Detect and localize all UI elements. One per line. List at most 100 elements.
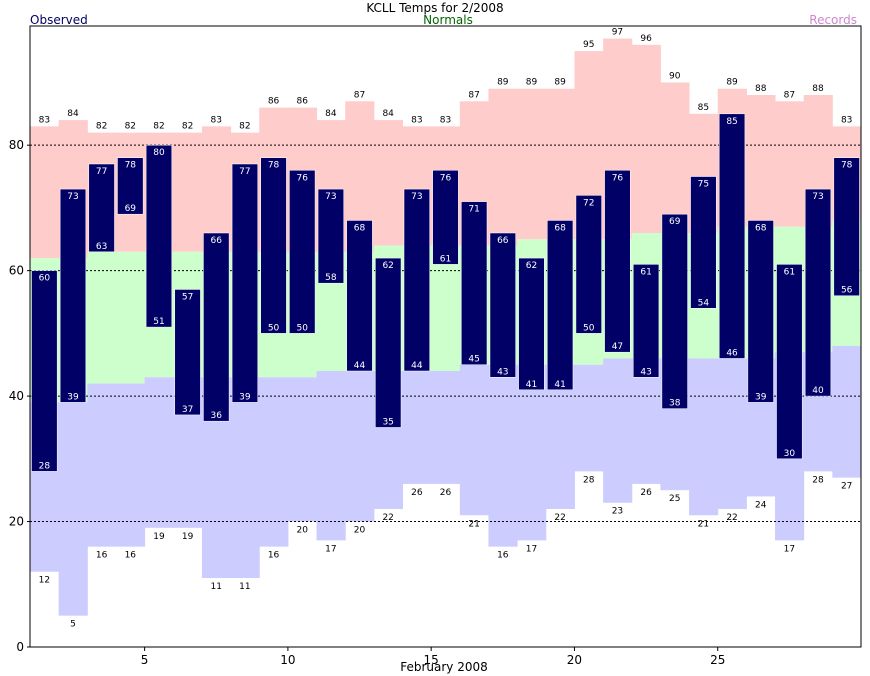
record-low-label: 27 <box>841 482 852 492</box>
observed-low-label: 43 <box>640 367 651 377</box>
observed-high-label: 62 <box>526 261 537 271</box>
record-high-label: 89 <box>554 78 566 88</box>
observed-bar <box>690 176 717 309</box>
record-high-band <box>775 101 805 227</box>
normal-band <box>431 245 461 371</box>
observed-low-label: 50 <box>296 323 308 333</box>
observed-low-label: 61 <box>440 254 451 264</box>
record-low-label: 17 <box>784 544 795 554</box>
observed-bar <box>604 170 631 353</box>
record-high-band <box>517 88 547 240</box>
record-low-label: 16 <box>268 551 280 561</box>
observed-low-label: 39 <box>755 392 767 402</box>
observed-high-label: 73 <box>325 192 336 202</box>
observed-high-label: 85 <box>726 117 737 127</box>
record-high-band <box>373 120 404 246</box>
x-axis-label: February 2008 <box>400 660 488 674</box>
record-low-band <box>459 364 489 516</box>
observed-high-label: 57 <box>182 292 193 302</box>
observed-high-label: 77 <box>96 167 107 177</box>
observed-high-label: 73 <box>812 192 823 202</box>
observed-bar <box>59 188 87 403</box>
record-low-label: 28 <box>583 475 595 485</box>
record-high-band <box>660 82 690 233</box>
y-tick-label: 60 <box>9 264 24 278</box>
observed-low-label: 30 <box>784 449 796 459</box>
observed-low-label: 69 <box>125 204 137 214</box>
observed-low-label: 40 <box>812 386 824 396</box>
observed-high-label: 62 <box>382 261 393 271</box>
observed-bar <box>661 213 688 409</box>
record-low-label: 24 <box>755 500 767 510</box>
record-low-label: 17 <box>526 544 537 554</box>
observed-bar <box>403 188 430 372</box>
record-low-band <box>574 364 604 472</box>
legend-records: Records <box>809 13 857 27</box>
record-high-label: 83 <box>841 115 852 125</box>
y-tick-label: 20 <box>9 515 24 529</box>
record-high-band <box>545 88 575 240</box>
record-high-label: 83 <box>211 115 222 125</box>
record-high-label: 82 <box>239 122 250 132</box>
record-low-band <box>230 377 260 578</box>
observed-high-label: 75 <box>698 180 709 190</box>
record-low-label: 23 <box>612 507 623 517</box>
observed-high-label: 61 <box>640 267 651 277</box>
observed-low-label: 58 <box>325 273 337 283</box>
record-low-label: 11 <box>211 582 222 592</box>
record-low-band <box>144 377 174 528</box>
record-low-label: 28 <box>812 475 824 485</box>
legend-observed: Observed <box>30 13 88 27</box>
record-high-label: 82 <box>96 122 107 132</box>
observed-bar <box>718 113 746 359</box>
record-low-label: 26 <box>640 488 652 498</box>
observed-low-label: 50 <box>583 323 595 333</box>
record-high-band <box>746 95 776 227</box>
record-low-label: 12 <box>39 576 50 586</box>
observed-high-label: 80 <box>153 148 165 158</box>
record-low-band <box>717 358 747 509</box>
record-high-label: 85 <box>698 103 709 113</box>
legend-normals: Normals <box>423 13 473 27</box>
record-low-band <box>316 371 346 541</box>
observed-high-label: 66 <box>211 236 223 246</box>
observed-bar <box>117 157 144 215</box>
record-high-band <box>201 126 232 252</box>
record-high-label: 88 <box>812 84 824 94</box>
axis-layer: 0 20 40 60 80 5 10 15 20 25 <box>9 138 726 667</box>
x-tick-label: 10 <box>280 653 295 667</box>
observed-low-label: 43 <box>497 367 508 377</box>
observed-low-label: 44 <box>411 361 423 371</box>
value-label-layer: 83 12 60 28 84 5 73 39 82 16 77 63 82 16 78 69 82 19 80 51 8… <box>39 28 853 630</box>
observed-low-label: 51 <box>153 317 164 327</box>
observed-low-label: 47 <box>612 342 623 352</box>
x-tick-label: 15 <box>424 653 439 667</box>
record-high-label: 84 <box>67 109 79 119</box>
observed-low-label: 39 <box>67 392 79 402</box>
record-high-label: 87 <box>784 90 795 100</box>
observed-low-label: 54 <box>698 298 710 308</box>
record-high-label: 95 <box>583 40 594 50</box>
observed-high-label: 68 <box>554 223 566 233</box>
observed-bar <box>461 201 488 365</box>
record-high-label: 82 <box>153 122 164 132</box>
observed-low-label: 41 <box>554 380 565 390</box>
record-low-label: 17 <box>325 544 336 554</box>
record-high-label: 87 <box>354 90 365 100</box>
observed-low-label: 50 <box>268 323 280 333</box>
record-high-label: 83 <box>39 115 50 125</box>
record-low-band <box>259 377 289 547</box>
record-low-label: 16 <box>497 551 509 561</box>
observed-low-label: 44 <box>354 361 366 371</box>
observed-bar-layer <box>31 113 860 472</box>
record-high-label: 84 <box>382 109 394 119</box>
observed-bar <box>88 163 115 253</box>
observed-high-label: 76 <box>440 173 452 183</box>
record-high-label: 83 <box>440 115 451 125</box>
record-low-label: 21 <box>468 519 479 529</box>
observed-bar <box>231 163 258 403</box>
record-low-band <box>603 358 633 503</box>
observed-low-label: 45 <box>468 355 479 365</box>
record-low-band <box>287 377 318 522</box>
observed-bar <box>145 144 173 328</box>
